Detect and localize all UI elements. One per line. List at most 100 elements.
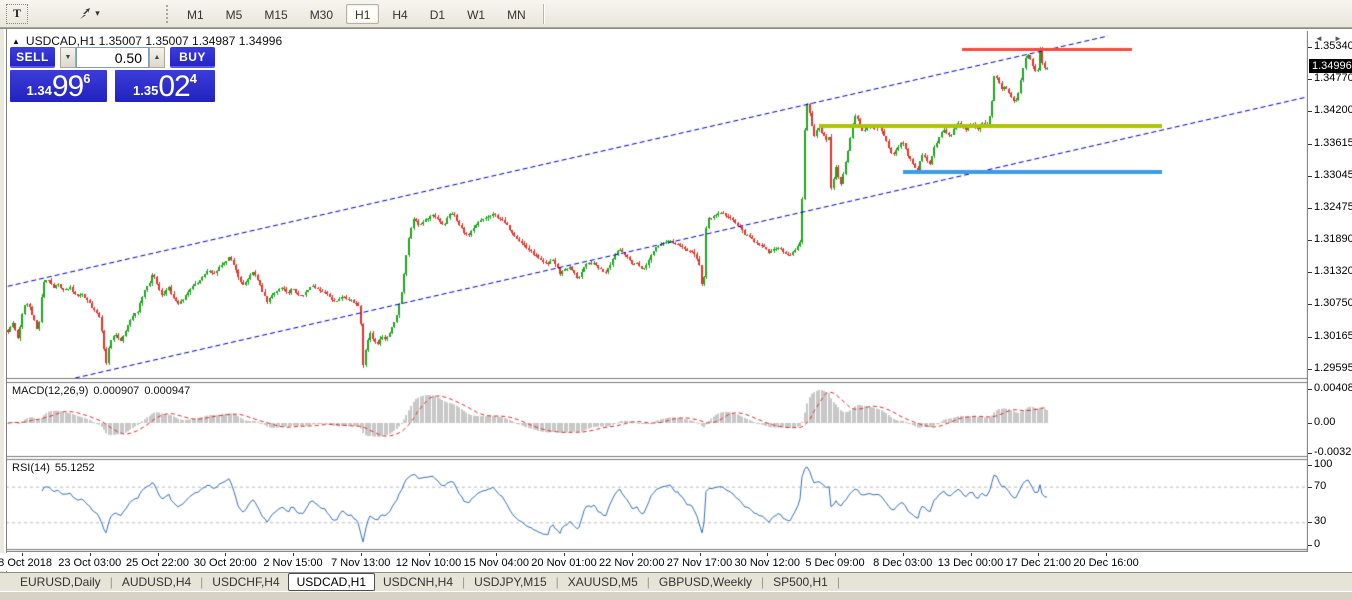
time-label: 18 Oct 2018 bbox=[0, 557, 52, 569]
price-tick-label: 1.35340 bbox=[1314, 40, 1352, 52]
sell-button[interactable]: SELL bbox=[10, 47, 55, 68]
timeframe-button-d1[interactable]: D1 bbox=[429, 7, 446, 22]
timeframe-button-m1[interactable]: M1 bbox=[187, 7, 204, 22]
price-tick-label: 1.30750 bbox=[1314, 297, 1352, 309]
axis-tick-mark bbox=[1308, 304, 1312, 305]
tab-scroll-right-icon[interactable]: ► bbox=[1334, 34, 1342, 43]
bid-quote[interactable]: 1.34 99 6 bbox=[10, 70, 107, 102]
time-label: 8 Dec 03:00 bbox=[873, 557, 933, 569]
rsi-label-row: RSI(14) 55.1252 bbox=[12, 462, 95, 474]
axis-tick-mark bbox=[1308, 111, 1312, 112]
toolbar-separator bbox=[542, 3, 545, 24]
tab-usdcad[interactable]: USDCAD,H1 bbox=[287, 573, 375, 591]
time-label: 20 Nov 01:00 bbox=[531, 557, 597, 569]
time-tick-mark bbox=[428, 553, 430, 556]
tab-usdcnh[interactable]: USDCNH,H4 bbox=[383, 575, 454, 589]
price-tick-label: 1.29595 bbox=[1314, 362, 1352, 374]
tab-separator: | bbox=[761, 575, 765, 589]
volume-increase-button[interactable]: ▲ bbox=[149, 47, 165, 68]
tab-scroll-left-icon[interactable]: ◄ bbox=[1315, 34, 1323, 43]
timeframe-button-group: M1 M5 M15 M30 H1 H4 D1 W1 MN bbox=[176, 3, 537, 24]
tab-audusd[interactable]: AUDUSD,H4 bbox=[121, 575, 192, 589]
time-tick-mark bbox=[631, 553, 633, 556]
tab-xauusd[interactable]: XAUUSD,M5 bbox=[567, 575, 638, 589]
axis-tick-mark bbox=[1308, 522, 1312, 523]
axis-tick-mark bbox=[1308, 272, 1312, 273]
time-tick-mark bbox=[767, 553, 769, 556]
buy-button[interactable]: BUY bbox=[170, 47, 215, 68]
toolbar-grip[interactable] bbox=[166, 4, 168, 23]
price-tick-label: 1.32475 bbox=[1314, 201, 1352, 213]
pane-resize-handle-rsi[interactable] bbox=[0, 454, 1308, 459]
time-label: 7 Nov 13:00 bbox=[331, 557, 391, 569]
time-tick-mark bbox=[1106, 553, 1107, 556]
price-tick-label: 1.31890 bbox=[1314, 233, 1352, 245]
arrange-arrows-icon[interactable]: ▾ bbox=[78, 4, 100, 24]
time-label: 13 Dec 00:00 bbox=[937, 557, 1004, 569]
timeframe-button-m15[interactable]: M15 bbox=[264, 7, 288, 22]
time-tick-mark bbox=[1038, 553, 1040, 556]
rsi-axis-label: 70 bbox=[1314, 480, 1327, 492]
time-tick-mark bbox=[360, 553, 362, 556]
text-tool-button[interactable]: T bbox=[6, 3, 28, 24]
time-label: 25 Oct 22:00 bbox=[126, 557, 189, 569]
one-click-trade-panel: SELL ▼ ▲ BUY 1.34 99 6 1.35 02 4 bbox=[10, 47, 220, 102]
chart-plot-area[interactable] bbox=[0, 31, 1308, 552]
timeframe-button-m30[interactable]: M30 bbox=[309, 7, 334, 22]
collapse-panel-icon[interactable]: ▲ bbox=[12, 36, 20, 46]
tab-separator: | bbox=[109, 575, 113, 589]
tab-separator: | bbox=[462, 575, 466, 589]
price-axis[interactable]: 1.35340 1.34770 1.34200 1.33615 1.33045 1.324… bbox=[1308, 31, 1352, 552]
chevron-down-icon: ▾ bbox=[95, 8, 100, 18]
tab-usdjpy[interactable]: USDJPY,M15 bbox=[474, 575, 547, 589]
timeframe-button-h4[interactable]: H4 bbox=[392, 7, 408, 22]
axis-tick-mark bbox=[1308, 47, 1312, 48]
bid-big-digits: 99 bbox=[51, 70, 84, 103]
time-tick-mark bbox=[902, 553, 904, 556]
time-label: 30 Nov 12:00 bbox=[734, 557, 800, 569]
tab-usdchf[interactable]: USDCHF,H4 bbox=[212, 575, 280, 589]
axis-tick-mark bbox=[1308, 545, 1312, 546]
chart-title: USDCAD,H1 1.35007 1.35007 1.34987 1.3499… bbox=[25, 34, 283, 48]
timeframe-button-w1[interactable]: W1 bbox=[467, 7, 486, 22]
tab-sp500[interactable]: SP500,H1 bbox=[773, 575, 828, 589]
chart-tab-bar: EURUSD,Daily | AUDUSD,H4 | USDCHF,H4 USDCAD,H… bbox=[0, 572, 1352, 591]
axis-tick-mark bbox=[1308, 453, 1312, 454]
time-label: 22 Nov 20:00 bbox=[599, 557, 665, 569]
axis-tick-mark bbox=[1308, 369, 1312, 370]
axis-tick-mark bbox=[1308, 337, 1312, 338]
axis-tick-mark bbox=[1308, 144, 1312, 145]
timeframe-button-h1[interactable]: H1 bbox=[346, 3, 380, 24]
rsi-value: 55.1252 bbox=[54, 462, 95, 474]
time-axis[interactable]: 18 Oct 2018 23 Oct 03:00 25 Oct 22:00 30 Oc… bbox=[0, 553, 1352, 571]
volume-decrease-button[interactable]: ▼ bbox=[60, 47, 76, 68]
ask-quote[interactable]: 1.35 02 4 bbox=[115, 70, 215, 102]
time-tick-mark bbox=[293, 553, 294, 556]
macd-label: MACD(12,26,9) bbox=[12, 385, 89, 397]
volume-input[interactable] bbox=[76, 47, 149, 68]
timeframe-button-mn[interactable]: MN bbox=[507, 7, 526, 22]
time-label: 12 Nov 10:00 bbox=[395, 557, 462, 569]
time-tick-mark bbox=[157, 553, 159, 556]
tab-eurusd[interactable]: EURUSD,Daily bbox=[20, 575, 101, 589]
tab-gbpusd[interactable]: GBPUSD,Weekly bbox=[658, 575, 753, 589]
time-label: 27 Nov 17:00 bbox=[666, 557, 733, 569]
pane-resize-handle-macd[interactable] bbox=[0, 376, 1308, 381]
rsi-axis-label: 30 bbox=[1314, 515, 1327, 527]
time-tick-mark bbox=[835, 553, 836, 556]
top-toolbar: T ▾ M1 M5 M15 M30 H1 H4 D1 W1 MN bbox=[0, 0, 1352, 28]
ask-prefix: 1.35 bbox=[133, 83, 159, 98]
axis-tick-mark bbox=[1308, 389, 1312, 390]
timeframe-button-m5[interactable]: M5 bbox=[225, 7, 243, 22]
diagonal-arrows-icon bbox=[80, 8, 91, 19]
axis-tick-mark bbox=[1308, 240, 1312, 241]
bid-prefix: 1.34 bbox=[26, 83, 52, 98]
tab-separator: | bbox=[646, 575, 650, 589]
macd-axis-label: 0.00 bbox=[1314, 416, 1336, 428]
rsi-axis-label: 100 bbox=[1314, 458, 1333, 470]
time-label: 17 Dec 21:00 bbox=[1005, 557, 1071, 569]
time-tick-mark bbox=[496, 553, 498, 556]
time-tick-mark bbox=[89, 553, 91, 556]
price-tick-label: 1.31320 bbox=[1314, 265, 1352, 277]
